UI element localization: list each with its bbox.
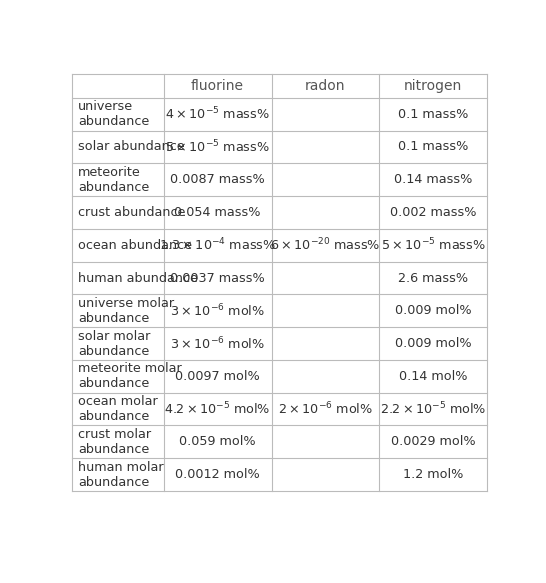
Text: radon: radon bbox=[305, 79, 346, 93]
Text: crust abundance: crust abundance bbox=[78, 206, 185, 219]
Text: $3\times10^{-6}$ mol%: $3\times10^{-6}$ mol% bbox=[170, 335, 265, 352]
Text: nitrogen: nitrogen bbox=[404, 79, 462, 93]
Text: $4.2\times10^{-5}$ mol%: $4.2\times10^{-5}$ mol% bbox=[164, 401, 271, 417]
Text: 0.0037 mass%: 0.0037 mass% bbox=[170, 272, 265, 285]
Text: $5\times10^{-5}$ mass%: $5\times10^{-5}$ mass% bbox=[381, 237, 485, 254]
Text: 1.2 mol%: 1.2 mol% bbox=[403, 468, 464, 481]
Text: universe
abundance: universe abundance bbox=[78, 100, 149, 128]
Text: ocean abundance: ocean abundance bbox=[78, 239, 192, 252]
Text: 0.0087 mass%: 0.0087 mass% bbox=[170, 173, 265, 186]
Text: 0.1 mass%: 0.1 mass% bbox=[398, 141, 468, 153]
Text: $5\times10^{-5}$ mass%: $5\times10^{-5}$ mass% bbox=[165, 139, 270, 155]
Text: 0.0029 mol%: 0.0029 mol% bbox=[391, 436, 476, 448]
Text: $1.3\times10^{-4}$ mass%: $1.3\times10^{-4}$ mass% bbox=[159, 237, 276, 254]
Text: solar molar
abundance: solar molar abundance bbox=[78, 329, 150, 357]
Text: $6\times10^{-20}$ mass%: $6\times10^{-20}$ mass% bbox=[270, 237, 381, 254]
Text: 0.054 mass%: 0.054 mass% bbox=[174, 206, 261, 219]
Text: $2.2\times10^{-5}$ mol%: $2.2\times10^{-5}$ mol% bbox=[380, 401, 486, 417]
Text: 0.1 mass%: 0.1 mass% bbox=[398, 108, 468, 121]
Text: $3\times10^{-6}$ mol%: $3\times10^{-6}$ mol% bbox=[170, 303, 265, 319]
Text: meteorite
abundance: meteorite abundance bbox=[78, 166, 149, 194]
Text: $2\times10^{-6}$ mol%: $2\times10^{-6}$ mol% bbox=[278, 401, 373, 417]
Text: 2.6 mass%: 2.6 mass% bbox=[398, 272, 468, 285]
Text: 0.0097 mol%: 0.0097 mol% bbox=[175, 370, 260, 383]
Text: 0.059 mol%: 0.059 mol% bbox=[179, 436, 256, 448]
Text: 0.002 mass%: 0.002 mass% bbox=[390, 206, 477, 219]
Text: 0.009 mol%: 0.009 mol% bbox=[395, 304, 472, 317]
Text: 0.14 mass%: 0.14 mass% bbox=[394, 173, 472, 186]
Text: crust molar
abundance: crust molar abundance bbox=[78, 428, 151, 456]
Text: fluorine: fluorine bbox=[191, 79, 244, 93]
Text: meteorite molar
abundance: meteorite molar abundance bbox=[78, 363, 182, 391]
Text: solar abundance: solar abundance bbox=[78, 141, 185, 153]
Text: human molar
abundance: human molar abundance bbox=[78, 461, 164, 489]
Text: 0.14 mol%: 0.14 mol% bbox=[399, 370, 467, 383]
Text: universe molar
abundance: universe molar abundance bbox=[78, 297, 174, 325]
Text: $4\times10^{-5}$ mass%: $4\times10^{-5}$ mass% bbox=[165, 106, 270, 122]
Text: 0.0012 mol%: 0.0012 mol% bbox=[175, 468, 260, 481]
Text: ocean molar
abundance: ocean molar abundance bbox=[78, 395, 158, 423]
Text: 0.009 mol%: 0.009 mol% bbox=[395, 337, 472, 350]
Text: human abundance: human abundance bbox=[78, 272, 198, 285]
